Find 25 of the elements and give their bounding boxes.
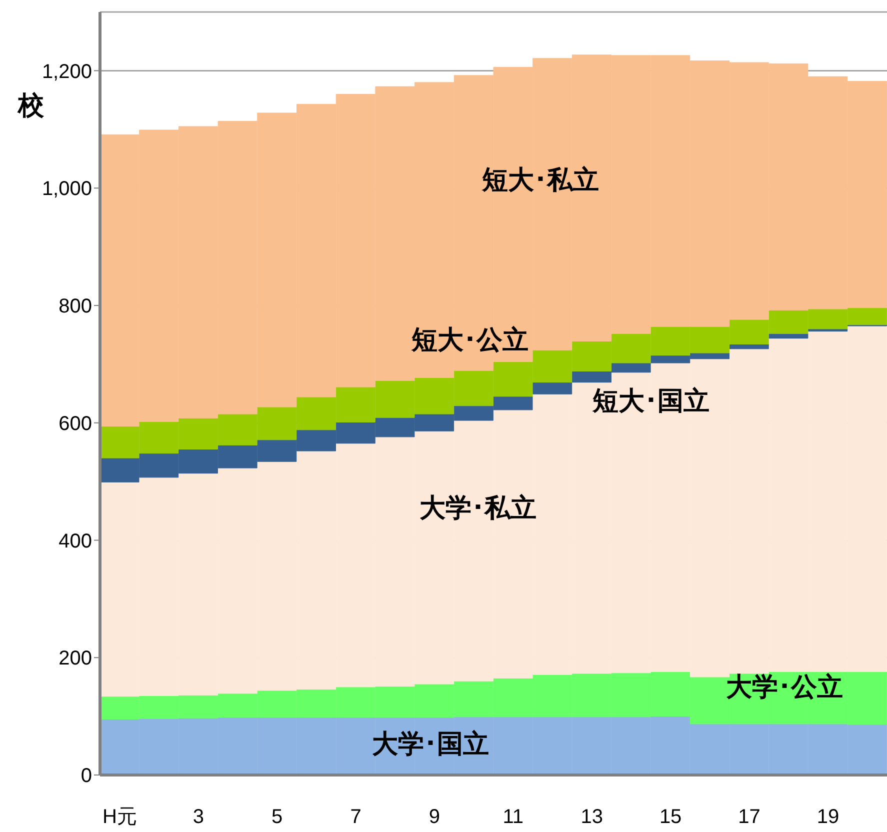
series-label: 大学･私立 <box>419 491 536 524</box>
x-tick-label: 19 <box>816 806 840 828</box>
y-axis-title: 校 <box>18 89 44 122</box>
x-tick-label: 7 <box>350 806 362 828</box>
x-tick-label: H元 <box>102 806 137 828</box>
series-label: 大学･国立 <box>372 728 490 761</box>
series-label: 大学･公立 <box>726 670 844 704</box>
y-tick-label: 0 <box>80 765 92 788</box>
series-label: 短大･私立 <box>482 163 600 196</box>
y-tick-label: 600 <box>58 412 92 435</box>
y-tick-label: 200 <box>58 648 92 670</box>
bar <box>532 382 572 394</box>
series-label: 短大･国立 <box>592 384 710 418</box>
x-tick-label: 11 <box>502 806 524 828</box>
series-label: 短大･公立 <box>411 324 528 357</box>
x-tick-label: 13 <box>580 806 603 828</box>
y-tick-label: 400 <box>58 530 92 552</box>
y-tick-label: 1,200 <box>42 60 92 83</box>
x-tick-label: 3 <box>192 806 204 828</box>
x-tick-label: 15 <box>659 806 682 828</box>
y-tick-label: 1,000 <box>42 178 92 200</box>
x-tick-label: 17 <box>738 806 760 828</box>
y-tick-label: 800 <box>58 296 92 318</box>
x-tick-label: 9 <box>428 806 440 828</box>
x-tick-label: 5 <box>272 806 283 828</box>
